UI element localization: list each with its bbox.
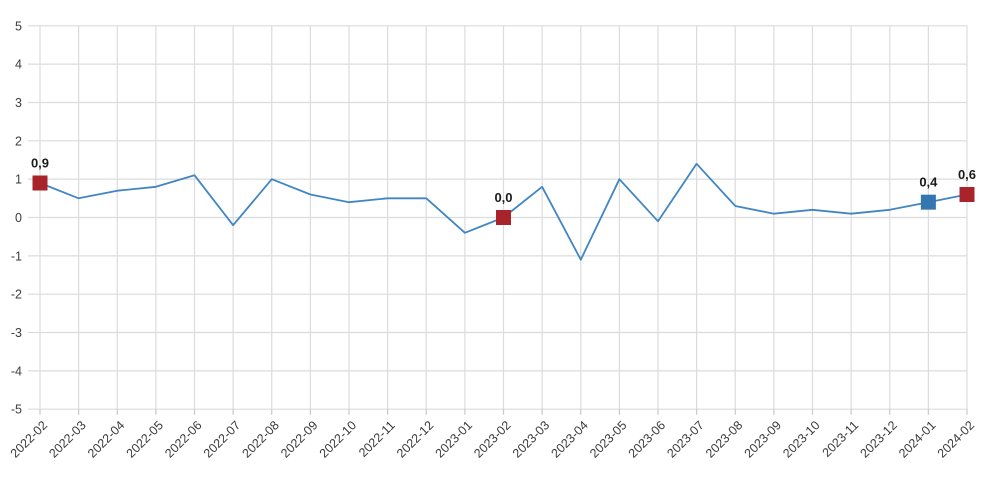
y-tick-label: -3 bbox=[11, 326, 22, 340]
x-tick-label: 2022-02 bbox=[8, 418, 50, 460]
y-tick-label: -1 bbox=[11, 249, 22, 263]
x-tick-label: 2023-12 bbox=[858, 418, 900, 460]
x-tick-label: 2023-05 bbox=[587, 418, 629, 460]
x-tick-label: 2023-04 bbox=[549, 418, 591, 460]
point-value-label-2023-02: 0,0 bbox=[494, 190, 512, 205]
x-tick-label: 2022-07 bbox=[201, 418, 243, 460]
point-value-label-2024-02: 0,6 bbox=[958, 167, 976, 182]
highlight-marker-2024-02[interactable] bbox=[959, 186, 975, 202]
x-tick-label: 2023-01 bbox=[433, 418, 475, 460]
y-tick-label: -2 bbox=[11, 288, 22, 302]
x-tick-label: 2023-03 bbox=[510, 418, 552, 460]
x-tick-label: 2023-02 bbox=[471, 418, 513, 460]
x-tick-label: 2023-11 bbox=[820, 418, 862, 460]
point-value-label-2022-02: 0,9 bbox=[31, 155, 49, 170]
x-tick-label: 2023-09 bbox=[742, 418, 784, 460]
y-tick-label: 1 bbox=[15, 173, 22, 187]
x-tick-label: 2022-06 bbox=[162, 418, 204, 460]
x-tick-label: 2022-04 bbox=[85, 418, 127, 460]
highlight-marker-2024-01[interactable] bbox=[920, 194, 936, 210]
x-tick-label: 2024-02 bbox=[935, 418, 977, 460]
x-tick-label: 2022-08 bbox=[240, 418, 282, 460]
highlight-marker-2023-02[interactable] bbox=[496, 210, 511, 225]
x-tick-label: 2023-07 bbox=[664, 418, 706, 460]
x-tick-label: 2024-01 bbox=[896, 418, 938, 460]
x-tick-label: 2023-10 bbox=[780, 418, 822, 460]
x-tick-label: 2023-08 bbox=[703, 418, 745, 460]
x-tick-label: 2022-11 bbox=[356, 418, 398, 460]
point-value-label-2024-01: 0,4 bbox=[919, 175, 938, 190]
x-tick-label: 2022-03 bbox=[46, 418, 88, 460]
x-tick-label: 2022-12 bbox=[394, 418, 436, 460]
y-tick-label: 5 bbox=[15, 19, 22, 33]
highlight-marker-2022-02[interactable] bbox=[32, 175, 48, 191]
y-tick-label: 3 bbox=[15, 96, 22, 110]
y-tick-label: -4 bbox=[11, 364, 22, 378]
x-tick-label: 2023-06 bbox=[626, 418, 668, 460]
x-tick-label: 2022-05 bbox=[124, 418, 166, 460]
y-tick-label: 4 bbox=[15, 58, 22, 72]
y-tick-label: -5 bbox=[11, 403, 22, 417]
x-tick-label: 2022-10 bbox=[317, 418, 359, 460]
x-tick-label: 2022-09 bbox=[278, 418, 320, 460]
y-tick-label: 0 bbox=[15, 211, 22, 225]
y-tick-label: 2 bbox=[15, 134, 22, 148]
